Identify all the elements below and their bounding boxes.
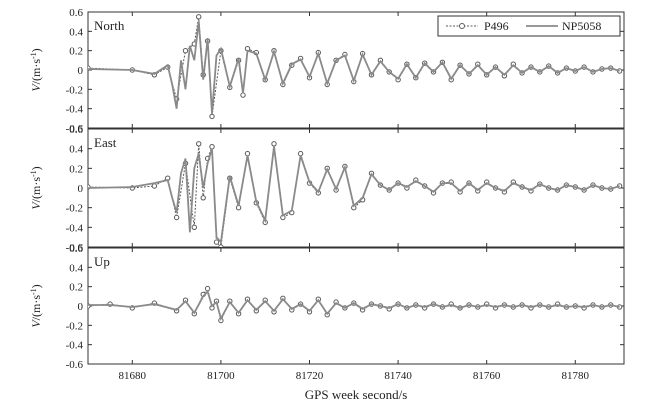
x-tick-label: 81780 — [562, 370, 590, 382]
series-point-p496 — [213, 239, 220, 245]
y-tick-label: -0.6 — [66, 359, 84, 371]
y-axis-label: V/(m·s-1) — [29, 166, 43, 209]
y-axis-label-close: ) — [29, 48, 43, 52]
y-axis-label-close: ) — [29, 284, 43, 288]
panel-plot-area — [88, 14, 623, 120]
x-axis: 81680 81700 81720 81740 81760 81780 — [119, 370, 590, 382]
y-tick-label: 0.6 — [69, 7, 83, 19]
series-point-p496 — [173, 214, 180, 221]
y-axis-label-symbol: V — [29, 201, 43, 210]
y-tick-label: 0.6 — [69, 124, 83, 136]
series-point-p496 — [209, 113, 215, 120]
series-point-p496 — [218, 244, 224, 247]
series-line-np5058 — [88, 289, 620, 322]
x-tick-label: 81740 — [384, 370, 412, 382]
panel-plot-area — [88, 285, 623, 324]
y-axis-label-symbol: V — [29, 319, 43, 328]
series-point-p496 — [209, 144, 215, 150]
series-point-p496 — [297, 150, 304, 157]
series-line-np5058 — [88, 146, 620, 245]
y-tick-label: 0 — [78, 183, 84, 195]
series-point-p496 — [196, 141, 202, 147]
panel-north: 0.6 0.4 0.2 0 -0.2 -0.4 -0.6 North V/(m·s-1) — [29, 7, 625, 135]
y-axis-label-symbol: V — [29, 83, 43, 92]
series-point-p496 — [271, 141, 277, 147]
series-point-p496 — [204, 285, 211, 292]
y-axis-label-unit: /(m·s — [29, 59, 43, 85]
panel-plot-area — [88, 141, 623, 247]
panel-label: North — [94, 18, 125, 33]
series-point-p496 — [244, 150, 251, 157]
y-tick-label: -0.2 — [66, 203, 83, 215]
legend-label-p496: P496 — [484, 19, 509, 33]
y-axis-label-unit: /(m·s — [29, 177, 43, 203]
y-tick-label: -0.4 — [66, 104, 84, 116]
y-tick-label: 0.4 — [69, 144, 83, 156]
series-point-p496 — [191, 224, 198, 231]
y-tick-label: -0.6 — [66, 123, 84, 135]
x-tick-label: 81720 — [296, 370, 324, 382]
panels-layer: 0.60.40.20-0.2-0.4-0.6NorthV/(m·s-1)0.60… — [29, 7, 625, 371]
y-axis-label: V/(m·s-1) — [29, 284, 43, 327]
y-tick-label: -0.4 — [66, 340, 84, 352]
x-tick-label: 81680 — [119, 370, 147, 382]
panel-label: Up — [94, 254, 110, 269]
y-tick-label: 0.2 — [69, 46, 83, 58]
y-tick-label: 0.2 — [69, 282, 83, 294]
y-tick-label: -0.2 — [66, 320, 83, 332]
series-point-p496 — [151, 183, 158, 189]
legend-label-np5058: NP5058 — [562, 19, 601, 33]
y-axis-label-exponent: -1 — [29, 170, 38, 177]
y-axis-label-close: ) — [29, 166, 43, 170]
y-axis-label: V/(m·s-1) — [29, 48, 43, 91]
legend-marker-p496 — [459, 23, 465, 29]
legend: P496 NP5058 — [437, 15, 621, 37]
y-tick-label: 0.4 — [69, 26, 83, 38]
series-point-p496 — [235, 205, 242, 211]
y-axis-label-exponent: -1 — [29, 52, 38, 59]
y-tick-label: -0.6 — [66, 242, 84, 254]
series-point-p496 — [182, 48, 189, 54]
y-axis-label-exponent: -1 — [29, 288, 38, 295]
series-line-np5058 — [88, 21, 620, 114]
panel-up: 0.6 0.4 0.2 0 -0.2 -0.4 -0.6 Up V/(m·s-1) — [29, 243, 625, 371]
panel-east: 0.6 0.4 0.2 0 -0.2 -0.4 -0.6 East V/(m·s-1) — [29, 124, 625, 254]
y-tick-label: 0 — [78, 301, 84, 313]
y-tick-label: 0 — [78, 65, 84, 77]
y-tick-label: -0.2 — [66, 84, 83, 96]
y-tick-label: 0.6 — [69, 243, 83, 255]
y-axis-label-unit: /(m·s — [29, 295, 43, 321]
panel-label: East — [94, 135, 117, 150]
x-tick-label: 81700 — [207, 370, 235, 382]
x-axis-label: GPS week second/s — [305, 387, 408, 402]
y-tick-label: 0.2 — [69, 163, 83, 175]
y-tick-label: -0.4 — [66, 222, 84, 234]
x-tick-label: 81760 — [473, 370, 501, 382]
y-tick-label: 0.4 — [69, 262, 83, 274]
series-point-p496 — [200, 195, 206, 201]
series-point-p496 — [240, 92, 246, 98]
series-point-p496 — [196, 14, 202, 20]
